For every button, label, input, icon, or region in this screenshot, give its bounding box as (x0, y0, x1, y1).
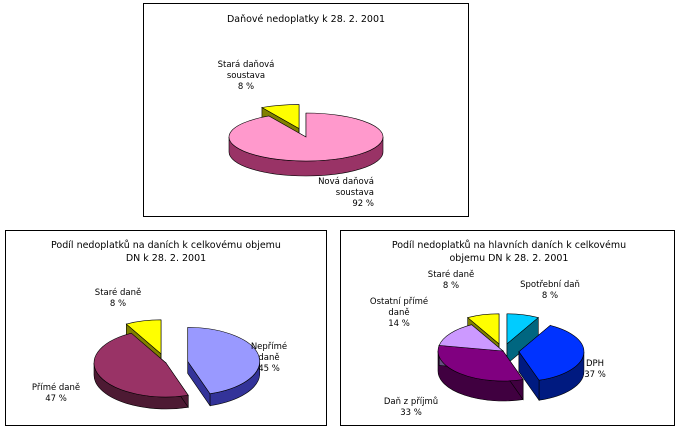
data-label-stare-dane: Staré daně 8 % (428, 269, 474, 291)
data-label-dan-z-prijmu: Daň z příjmů 33 % (384, 396, 438, 418)
pie-slices (437, 313, 585, 402)
pie-slice-dph (518, 325, 585, 381)
data-label-ostatni-prime-dane: Ostatní přímé daně 14 % (370, 296, 428, 329)
data-label-spotrebni-dan: Spotřební daň 8 % (520, 279, 580, 301)
chart-panel-share-of-taxes: Podíl nedoplatků na daních k celkovému o… (5, 230, 327, 426)
chart-panel-share-of-main-taxes: Podíl nedoplatků na hlavních daních k ce… (340, 230, 675, 426)
pie-slice-nova-danova-soustava (228, 112, 384, 162)
pie-slice-prime-dane (93, 332, 189, 398)
pie-slice-stara-danova-soustava (261, 104, 300, 130)
pie-slice-dan-z-prijmu (437, 345, 524, 382)
chart-title: Podíl nedoplatků na hlavních daních k ce… (392, 240, 626, 264)
chart-title: Daňové nedoplatky k 28. 2. 2001 (227, 14, 385, 25)
data-label-prime-dane: Přímé daně 47 % (32, 382, 80, 404)
pie-slice-stare-dane (467, 313, 500, 345)
pie-slice-neprime-dane (187, 327, 261, 395)
pie-slice-stare-dane (125, 319, 162, 355)
data-label-dph: DPH 37 % (584, 359, 606, 380)
pie-slice-spotrebni-dan (506, 313, 539, 345)
pie-slices (228, 104, 384, 177)
data-label-neprime-dane: Nepřímé daně 45 % (251, 341, 287, 374)
data-label-stara-danova-soustava: Stará daňová soustava 8 % (218, 59, 275, 92)
data-label-stare-dane: Staré daně 8 % (95, 287, 141, 309)
pie-slice-ostatni-prime-dane (438, 324, 504, 352)
pie-chart-share-of-taxes: Podíl nedoplatků na daních k celkovému o… (32, 240, 287, 410)
chart-panel-tax-arrears: Daňové nedoplatky k 28. 2. 2001 Nová daňo… (143, 3, 469, 217)
data-label-nova-danova-soustava: Nová daňová soustava 92 % (318, 176, 374, 209)
chart-title: Podíl nedoplatků na daních k celkovému o… (51, 240, 281, 264)
pie-slices (93, 319, 261, 410)
pie-chart-tax-arrears: Daňové nedoplatky k 28. 2. 2001 Nová daňo… (218, 14, 385, 209)
pie-chart-share-of-main-taxes: Podíl nedoplatků na hlavních daních k ce… (370, 240, 626, 418)
